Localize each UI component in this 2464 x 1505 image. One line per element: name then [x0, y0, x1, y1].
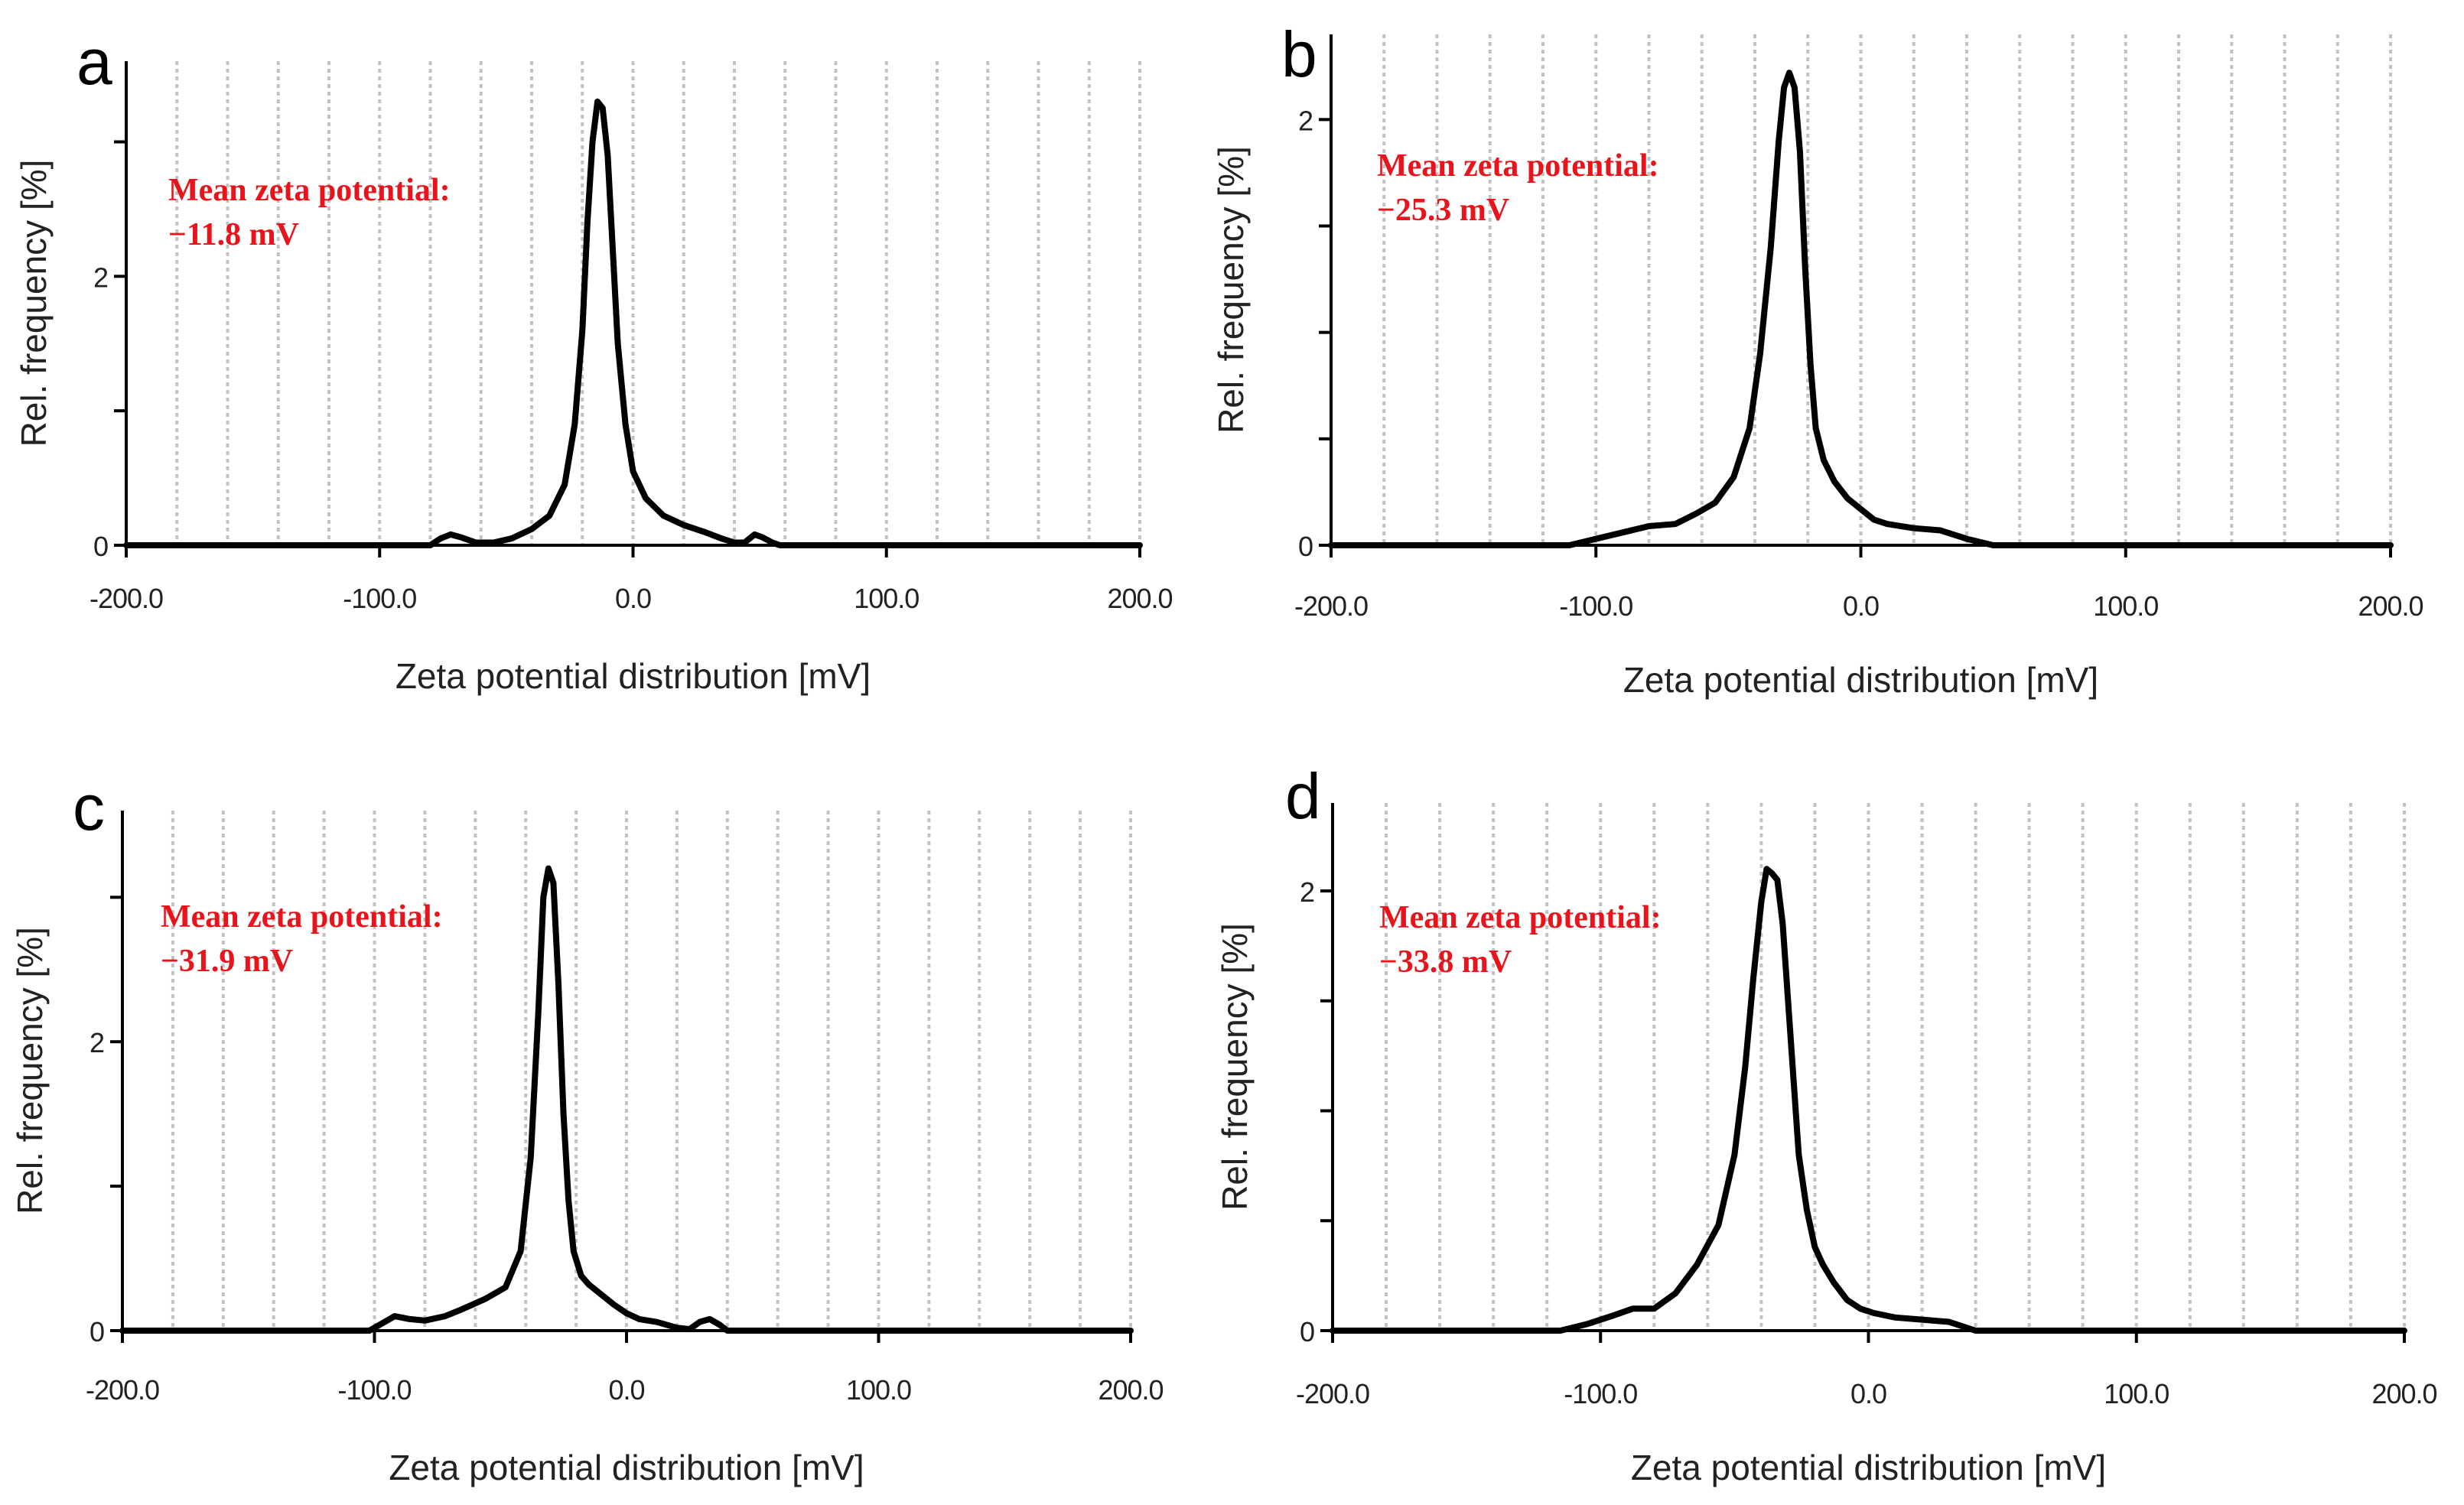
y-tick-label: 2 — [1298, 105, 1313, 136]
x-tick-label: 0.0 — [1850, 1378, 1886, 1409]
distribution-curve — [123, 98, 1143, 548]
panel-a: -200.0 -100.0 0.0 100.0 200.0 0 2 Zeta potentia… — [14, 26, 1173, 696]
x-axis-title: Zeta potential distribution [mV] — [389, 1448, 864, 1487]
panel-letter: a — [76, 26, 112, 98]
x-tick-label: 200.0 — [1107, 583, 1172, 614]
y-tick-label: 0 — [93, 531, 108, 562]
mean-zeta-value: −33.8 mV — [1379, 944, 1512, 980]
mean-zeta-label: Mean zeta potential: — [1379, 900, 1662, 935]
x-tick-label: 100.0 — [2093, 590, 2158, 622]
distribution-curve — [1328, 70, 2394, 548]
grid-lines — [1385, 803, 2406, 1331]
y-tick-label: 0 — [1300, 1316, 1314, 1347]
x-tick-label: -100.0 — [343, 583, 416, 614]
mean-zeta-label: Mean zeta potential: — [161, 899, 443, 935]
y-tick-label: 2 — [93, 262, 108, 293]
x-axis-title: Zeta potential distribution [mV] — [1623, 660, 2098, 700]
y-axis-title: Rel. frequency [%] — [10, 927, 50, 1214]
distribution-curve — [1330, 866, 2407, 1334]
x-tick-label: 0.0 — [1843, 590, 1879, 622]
y-tick-label: 2 — [90, 1027, 104, 1058]
y-tick-label: 0 — [90, 1316, 104, 1347]
y-axis-title: Rel. frequency [%] — [1215, 923, 1255, 1211]
x-tick-label: -200.0 — [86, 1374, 159, 1406]
x-tick-label: 0.0 — [615, 583, 651, 614]
panel-b: -200.0 -100.0 0.0 100.0 200.0 0 2 Zeta potentia… — [1211, 18, 2424, 700]
x-tick-label: -200.0 — [1296, 1378, 1369, 1409]
mean-zeta-value: −31.9 mV — [161, 944, 293, 979]
panel-letter: d — [1285, 760, 1321, 832]
x-tick-label: -100.0 — [1564, 1378, 1637, 1409]
grid-lines — [171, 811, 1132, 1331]
x-axis-title: Zeta potential distribution [mV] — [1631, 1448, 2106, 1487]
x-tick-label: -100.0 — [1559, 590, 1632, 622]
panel-letter: b — [1281, 18, 1317, 90]
x-tick-label: -200.0 — [1294, 590, 1368, 622]
grid-lines — [1382, 34, 2392, 545]
x-tick-label: 200.0 — [2371, 1378, 2436, 1409]
y-tick-label: 0 — [1298, 531, 1313, 562]
distribution-curve — [119, 865, 1134, 1334]
y-axis-title: Rel. frequency [%] — [14, 160, 54, 447]
y-axis-title: Rel. frequency [%] — [1211, 146, 1251, 434]
x-tick-label: -200.0 — [90, 583, 163, 614]
mean-zeta-value: −25.3 mV — [1377, 193, 1509, 228]
y-tick-label: 2 — [1300, 876, 1314, 908]
x-axis-title: Zeta potential distribution [mV] — [395, 656, 871, 696]
mean-zeta-value: −11.8 mV — [168, 217, 299, 252]
panel-d: -200.0 -100.0 0.0 100.0 200.0 0 2 Zeta potentia… — [1215, 760, 2438, 1487]
mean-zeta-label: Mean zeta potential: — [168, 173, 451, 208]
mean-zeta-label: Mean zeta potential: — [1377, 148, 1659, 184]
x-tick-label: 100.0 — [854, 583, 919, 614]
panel-letter: c — [73, 772, 105, 844]
grid-lines — [175, 61, 1141, 545]
x-tick-label: 200.0 — [2358, 590, 2423, 622]
x-tick-label: 100.0 — [2104, 1378, 2169, 1409]
x-tick-label: -100.0 — [337, 1374, 411, 1406]
x-tick-label: 100.0 — [846, 1374, 911, 1406]
x-tick-label: 0.0 — [608, 1374, 644, 1406]
panel-c: -200.0 -100.0 0.0 100.0 200.0 0 2 Zeta potentia… — [10, 772, 1164, 1487]
x-tick-label: 200.0 — [1098, 1374, 1163, 1406]
